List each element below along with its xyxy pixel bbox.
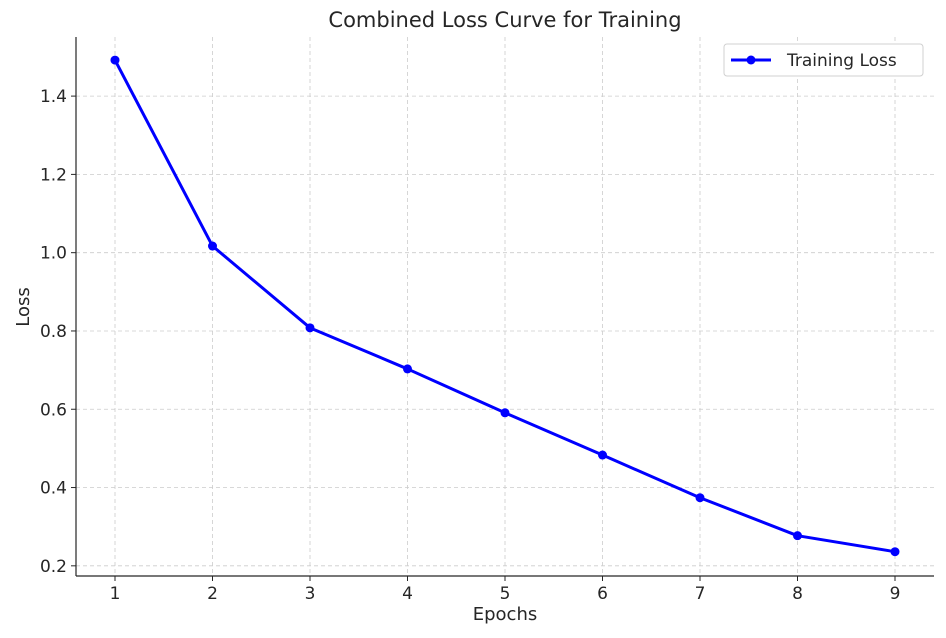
legend-label: Training Loss [786, 51, 897, 71]
legend-box [723, 43, 924, 77]
x-axis-ticks: 1 2 3 4 5 6 7 8 9 [110, 576, 901, 604]
data-point [110, 55, 120, 65]
y-tick-label: 0.2 [40, 557, 67, 577]
data-point [305, 323, 315, 333]
x-tick-label: 2 [207, 584, 218, 604]
data-point [793, 531, 802, 541]
y-axis-label: Loss [13, 287, 34, 326]
data-point [208, 241, 217, 251]
x-tick-label: 3 [305, 584, 316, 604]
y-tick-label: 1.4 [40, 87, 67, 107]
x-tick-label: 5 [500, 584, 511, 604]
data-point [890, 547, 900, 557]
x-tick-label: 9 [890, 584, 901, 604]
x-tick-label: 1 [110, 584, 121, 604]
x-tick-label: 4 [402, 584, 413, 604]
y-tick-label: 0.8 [40, 322, 67, 342]
x-tick-label: 8 [792, 584, 803, 604]
x-tick-label: 7 [695, 584, 706, 604]
y-axis-ticks: 0.2 0.4 0.6 0.8 1.0 1.2 1.4 [40, 87, 76, 577]
grid [76, 37, 934, 576]
axes-frame [75, 37, 934, 577]
data-point [598, 450, 607, 460]
data-point [403, 364, 412, 374]
legend-marker [746, 55, 756, 65]
series-group [110, 55, 900, 557]
x-tick-label: 6 [597, 584, 608, 604]
chart-title: Combined Loss Curve for Training [328, 8, 681, 32]
y-tick-label: 1.2 [40, 165, 67, 185]
y-tick-label: 0.4 [40, 479, 67, 499]
x-axis-label: Epochs [473, 604, 538, 625]
data-point [695, 493, 705, 503]
legend: Training Loss [723, 43, 924, 77]
data-point [500, 408, 510, 418]
y-tick-label: 0.6 [40, 400, 67, 420]
y-tick-label: 1.0 [40, 244, 67, 264]
